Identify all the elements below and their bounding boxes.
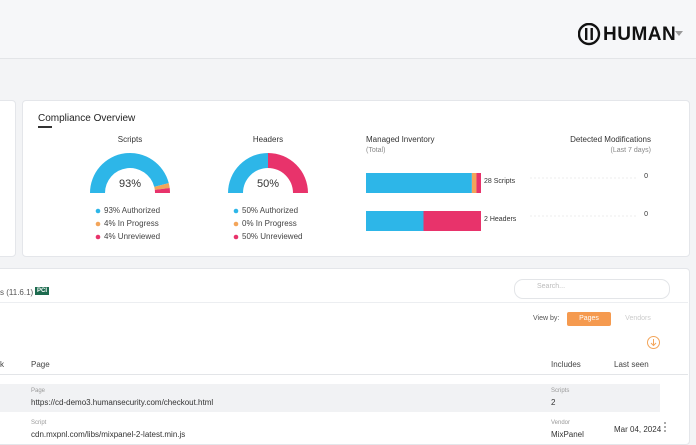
gauge-segment [154, 183, 170, 190]
panel-title: s (11.6.1) [0, 288, 34, 297]
inventory-bar [471, 173, 477, 193]
legend-label: 4% In Progress [104, 219, 159, 228]
row-last-seen: Mar 04, 2024 [614, 425, 662, 434]
legend-dot [233, 234, 239, 240]
inventory-bar [366, 211, 424, 231]
tab-vendors[interactable]: Vendors [625, 315, 651, 322]
gauge-segment [268, 153, 308, 193]
modification-count: 0 [644, 211, 648, 218]
legend-label: 50% Authorized [242, 206, 299, 215]
inventory-bar [476, 173, 481, 193]
side-card [0, 100, 16, 257]
tab-pages[interactable]: Pages [567, 312, 611, 326]
page: Compliance Overview { "header": {"logo":… [0, 23, 696, 445]
inventory-title: Managed Inventory [366, 135, 435, 144]
logo-caret[interactable] [675, 31, 683, 37]
row-type: Script [31, 420, 47, 426]
gauge-title: Headers [252, 135, 284, 144]
inventory-bar [366, 173, 472, 193]
row-menu[interactable] [664, 422, 668, 432]
legend-label: 0% In Progress [242, 219, 297, 228]
title-underline [38, 126, 52, 128]
view-by: View by: [533, 315, 560, 322]
logo: HUMAN [603, 24, 677, 45]
charts [90, 152, 636, 240]
legend-dot [95, 221, 101, 227]
download-button[interactable] [646, 335, 661, 350]
divider [0, 302, 688, 303]
col-header: Last seen [614, 360, 649, 369]
row-includes-label: Scripts [551, 388, 570, 394]
gauge-segment [154, 188, 170, 193]
gauge-center: 50% [256, 178, 280, 190]
gauge-center: 93% [118, 178, 142, 190]
row-includes: 2 [551, 398, 556, 407]
modifications-title: Detected Modifications [570, 135, 651, 144]
inventory-subtitle: (Total) [366, 147, 386, 154]
inventory-bar [423, 211, 481, 231]
inventory-card [0, 268, 690, 445]
col-header: Page [31, 360, 50, 369]
legend-dot [233, 221, 239, 227]
divider [0, 374, 688, 375]
search-placeholder: Search... [537, 283, 566, 290]
inventory-label: 28 Scripts [484, 178, 516, 185]
row-includes-label: Vendor [551, 420, 571, 426]
modifications-subtitle: (Last 7 days) [610, 147, 651, 154]
row-background [0, 384, 660, 412]
row-type: Page [31, 388, 46, 394]
inventory-label: 2 Headers [484, 216, 517, 223]
gauge-segment [228, 153, 268, 193]
card-title: Compliance Overview [38, 113, 136, 124]
col-header: Includes [551, 360, 581, 369]
logo-icon [578, 23, 601, 46]
legend-label: 4% Unreviewed [104, 232, 161, 241]
col-header: k [0, 360, 4, 369]
legend-label: 50% Unreviewed [242, 232, 303, 241]
legend-dot [233, 208, 239, 214]
screen: HUMAN Compliance Overview Managed Invent… [0, 23, 696, 445]
pci-badge: PCI [35, 287, 50, 295]
legend-label: 93% Authorized [104, 206, 161, 215]
legend-dot [95, 234, 101, 240]
modification-count: 0 [644, 173, 648, 180]
legend-dot [95, 208, 101, 214]
search-box[interactable] [514, 279, 670, 299]
gauge-title: Scripts [117, 135, 143, 144]
row-name[interactable]: https://cd-demo3.humansecurity.com/check… [31, 398, 214, 407]
gauge-segment [90, 152, 169, 193]
